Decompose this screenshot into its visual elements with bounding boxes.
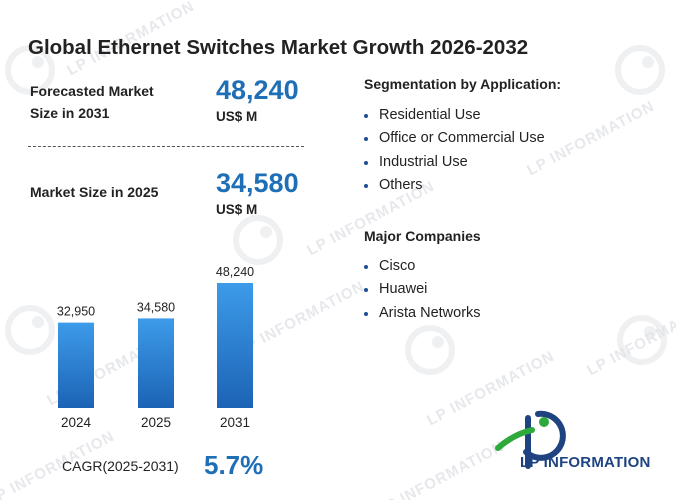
segmentation-title: Segmentation by Application: xyxy=(364,76,562,92)
data-label-2025: 34,580 xyxy=(137,300,175,314)
data-label-2024: 32,950 xyxy=(57,305,95,319)
bullet-icon xyxy=(364,265,368,269)
segmentation-list: Residential Use Office or Commercial Use… xyxy=(364,104,545,197)
company-item-label: Cisco xyxy=(379,258,416,274)
company-item-label: Arista Networks xyxy=(379,304,481,321)
segmentation-item: Others xyxy=(364,174,545,197)
company-item: Cisco xyxy=(364,255,481,278)
data-label-2031: 48,240 xyxy=(216,265,254,279)
company-item-label: Huawei xyxy=(379,281,428,298)
company-item: Huawei xyxy=(364,278,481,301)
forecast-unit: US$ M xyxy=(216,109,258,124)
current-unit: US$ M xyxy=(216,202,258,217)
segmentation-item-label: Others xyxy=(379,176,423,193)
lp-information-logo-icon xyxy=(495,410,566,469)
bullet-icon xyxy=(364,114,368,118)
segmentation-item-label: Office or Commercial Use xyxy=(379,130,545,147)
x-tick-label-2031: 2031 xyxy=(220,415,250,430)
segmentation-item-label: Residential Use xyxy=(379,107,481,123)
segmentation-item: Office or Commercial Use xyxy=(364,127,545,150)
segmentation-item-label: Industrial Use xyxy=(379,153,468,170)
company-item: Arista Networks xyxy=(364,302,481,325)
current-label: Market Size in 2025 xyxy=(30,184,159,200)
companies-list: Cisco Huawei Arista Networks xyxy=(364,255,481,325)
segmentation-item: Industrial Use xyxy=(364,151,545,174)
x-tick-label-2024: 2024 xyxy=(61,415,92,430)
logo-text: LP INFORMATION xyxy=(520,454,651,471)
current-value: 34,580 xyxy=(216,168,299,198)
bar-2025 xyxy=(138,318,174,408)
forecast-label-line1: Forecasted Market xyxy=(30,83,154,99)
bullet-icon xyxy=(364,288,368,293)
forecast-label-line2: Size in 2031 xyxy=(30,105,110,121)
bar-2024 xyxy=(58,322,94,408)
bullet-icon xyxy=(364,137,368,142)
cagr-value: 5.7% xyxy=(204,450,264,480)
bullet-icon xyxy=(364,160,368,165)
page-title: Global Ethernet Switches Market Growth 2… xyxy=(28,36,529,59)
cagr-label: CAGR(2025-2031) xyxy=(62,458,179,474)
x-tick-label-2025: 2025 xyxy=(141,415,171,430)
segmentation-item: Residential Use xyxy=(364,104,545,127)
bullet-icon xyxy=(364,311,368,316)
forecast-value: 48,240 xyxy=(216,75,299,105)
companies-title: Major Companies xyxy=(364,228,481,244)
bar-2031 xyxy=(217,283,253,408)
divider xyxy=(28,146,304,147)
bullet-icon xyxy=(364,183,368,188)
